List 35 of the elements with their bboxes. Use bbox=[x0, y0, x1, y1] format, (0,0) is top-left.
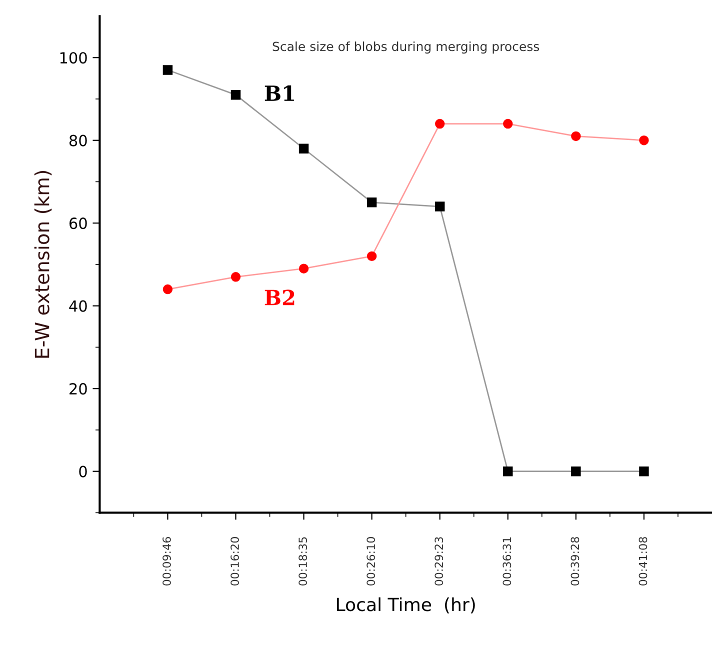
y-tick-label: 80 bbox=[69, 134, 87, 146]
x-tick-label: 00:29:23 bbox=[434, 537, 444, 586]
series-label: B1 bbox=[264, 85, 294, 101]
point bbox=[434, 202, 445, 212]
series-label: B2 bbox=[264, 290, 294, 306]
point bbox=[366, 198, 377, 208]
y-tick-label: 0 bbox=[79, 466, 87, 478]
point bbox=[162, 65, 173, 75]
x-tick-label: 00:26:10 bbox=[366, 537, 376, 586]
y-tick-label: 100 bbox=[60, 52, 87, 64]
x-tick-label: 00:09:46 bbox=[162, 537, 171, 586]
x-tick-label: 00:39:28 bbox=[570, 537, 580, 586]
x-tick-label: 00:41:08 bbox=[638, 537, 648, 586]
point bbox=[639, 466, 649, 476]
point bbox=[571, 466, 581, 476]
y-tick-label: 60 bbox=[70, 218, 87, 230]
point bbox=[571, 131, 581, 142]
point bbox=[639, 135, 649, 146]
y-tick-label: 40 bbox=[69, 300, 87, 312]
point bbox=[503, 466, 513, 476]
point bbox=[434, 118, 445, 129]
x-tick-label: 00:18:35 bbox=[298, 537, 308, 586]
x-tick-label: 00:16:20 bbox=[230, 537, 239, 586]
point bbox=[366, 251, 377, 262]
text: Scale size of blobs during merging process bbox=[272, 41, 540, 54]
point bbox=[230, 90, 241, 100]
y-axis-title: E-W extension (km) bbox=[34, 170, 52, 358]
point bbox=[298, 144, 309, 154]
point bbox=[162, 284, 173, 294]
y-tick-label: 20 bbox=[70, 383, 87, 395]
point bbox=[503, 118, 513, 129]
x-tick-label: 00:36:31 bbox=[502, 537, 512, 586]
point bbox=[230, 272, 241, 282]
point bbox=[298, 264, 309, 274]
x-axis-title: Local Time (hr) bbox=[337, 597, 475, 614]
